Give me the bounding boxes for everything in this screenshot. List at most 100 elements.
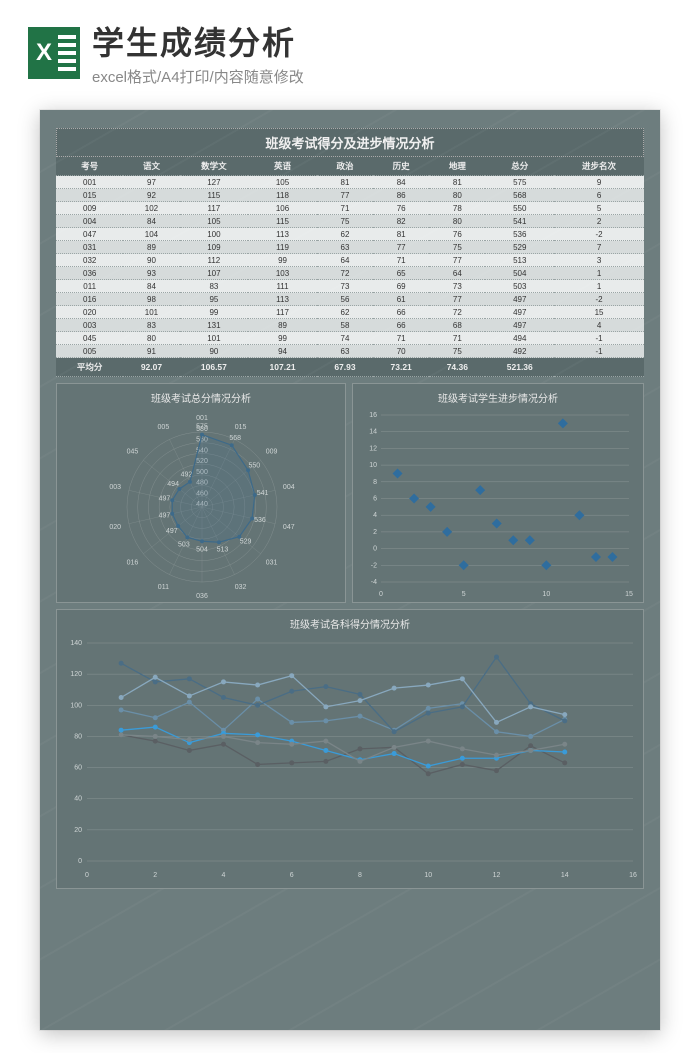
cell: 76 (429, 228, 485, 241)
svg-text:036: 036 (196, 593, 208, 600)
cell: -2 (554, 293, 644, 306)
cell: 003 (56, 319, 123, 332)
svg-text:40: 40 (74, 796, 82, 803)
cell: 101 (123, 306, 179, 319)
avg-cell: 106.57 (180, 358, 249, 377)
cell: 494 (485, 332, 554, 345)
avg-cell: 107.21 (248, 358, 317, 377)
cell: 102 (123, 202, 179, 215)
cell: 047 (56, 228, 123, 241)
cell: 64 (317, 254, 373, 267)
svg-text:503: 503 (178, 542, 190, 549)
svg-text:10: 10 (424, 872, 432, 879)
svg-text:6: 6 (373, 496, 377, 503)
cell: 005 (56, 345, 123, 358)
col-header: 总分 (485, 157, 554, 176)
cell: 3 (554, 254, 644, 267)
cell: 105 (248, 176, 317, 189)
table-row: 00383131895866684974 (56, 319, 644, 332)
svg-text:536: 536 (254, 517, 266, 524)
cell: 112 (180, 254, 249, 267)
cell: 575 (485, 176, 554, 189)
cell: 045 (56, 332, 123, 345)
cell: 016 (56, 293, 123, 306)
cell: 81 (317, 176, 373, 189)
cell: 104 (123, 228, 179, 241)
svg-text:5: 5 (462, 591, 466, 598)
cell: 90 (123, 254, 179, 267)
svg-text:504: 504 (196, 546, 208, 553)
table-row: 031891091196377755297 (56, 241, 644, 254)
cell: 550 (485, 202, 554, 215)
sub-title: excel格式/A4打印/内容随意修改 (92, 66, 700, 87)
cell: 015 (56, 189, 123, 202)
cell: 70 (373, 345, 429, 358)
cell: 75 (429, 345, 485, 358)
svg-text:568: 568 (229, 435, 241, 442)
svg-text:016: 016 (127, 559, 139, 566)
score-table: 考号语文数学文英语政治历史地理总分进步名次 001971271058184815… (56, 157, 644, 377)
cell: 77 (429, 254, 485, 267)
cell: 89 (248, 319, 317, 332)
avg-cell (554, 358, 644, 377)
avg-row: 平均分92.07106.57107.2167.9373.2174.36521.3… (56, 358, 644, 377)
col-header: 进步名次 (554, 157, 644, 176)
cell: 76 (373, 202, 429, 215)
table-title: 班级考试得分及进步情况分析 (56, 128, 644, 157)
svg-text:-4: -4 (371, 579, 377, 586)
cell: 1 (554, 267, 644, 280)
cell: 15 (554, 306, 644, 319)
cell: -1 (554, 345, 644, 358)
cell: 81 (429, 176, 485, 189)
svg-text:0: 0 (379, 591, 383, 598)
cell: 90 (180, 345, 249, 358)
cell: 64 (429, 267, 485, 280)
svg-text:0: 0 (85, 872, 89, 879)
col-header: 考号 (56, 157, 123, 176)
svg-text:4: 4 (222, 872, 226, 879)
cell: 504 (485, 267, 554, 280)
svg-text:0: 0 (373, 546, 377, 553)
avg-cell: 521.36 (485, 358, 554, 377)
cell: 131 (180, 319, 249, 332)
cell: 72 (317, 267, 373, 280)
cell: 503 (485, 280, 554, 293)
svg-text:047: 047 (283, 524, 295, 531)
scatter-title: 班级考试学生进步情况分析 (353, 384, 643, 407)
table-row: 0091021171067176785505 (56, 202, 644, 215)
svg-text:80: 80 (74, 733, 82, 740)
cell: 105 (180, 215, 249, 228)
svg-text:16: 16 (369, 412, 377, 419)
col-header: 历史 (373, 157, 429, 176)
svg-text:4: 4 (373, 512, 377, 519)
line-svg: 0204060801001201400246810121416 (57, 633, 643, 883)
cell: 99 (180, 306, 249, 319)
line-chart: 班级考试各科得分情况分析 020406080100120140024681012… (56, 609, 644, 889)
svg-text:0: 0 (78, 858, 82, 865)
cell: 84 (123, 280, 179, 293)
excel-icon (28, 27, 80, 79)
cell: 84 (373, 176, 429, 189)
cell: 80 (429, 215, 485, 228)
cell: 99 (248, 254, 317, 267)
cell: 004 (56, 215, 123, 228)
cell: 77 (429, 293, 485, 306)
cell: 101 (180, 332, 249, 345)
cell: 89 (123, 241, 179, 254)
scatter-chart: 班级考试学生进步情况分析 -4-20246810121416051015 (352, 383, 644, 603)
svg-text:575: 575 (196, 424, 208, 431)
svg-text:10: 10 (542, 591, 550, 598)
svg-text:513: 513 (217, 546, 229, 553)
cell: 117 (248, 306, 317, 319)
svg-text:16: 16 (629, 872, 637, 879)
cell: 95 (180, 293, 249, 306)
cell: 94 (248, 345, 317, 358)
cell: 73 (429, 280, 485, 293)
cell: 71 (317, 202, 373, 215)
cell: 61 (373, 293, 429, 306)
svg-text:015: 015 (235, 424, 247, 431)
svg-text:032: 032 (235, 584, 247, 591)
cell: 91 (123, 345, 179, 358)
col-header: 地理 (429, 157, 485, 176)
svg-text:497: 497 (159, 513, 171, 520)
